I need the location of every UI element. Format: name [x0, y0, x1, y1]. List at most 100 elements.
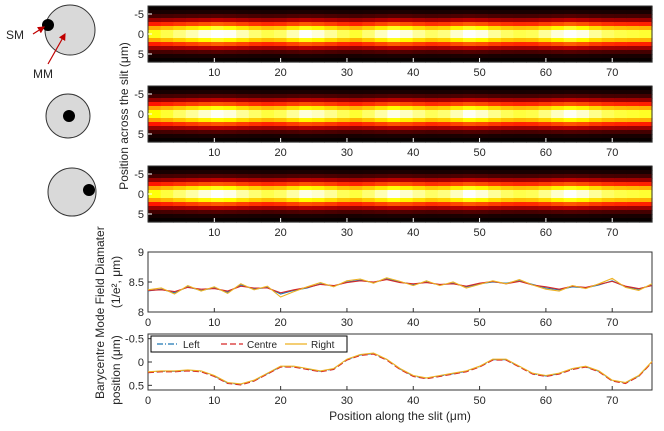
- heatmap-cell: [563, 10, 577, 15]
- heatmap-cell: [437, 174, 451, 179]
- heatmap-cell: [488, 86, 502, 91]
- heatmap-cell: [261, 170, 275, 175]
- heatmap-cell: [198, 90, 212, 95]
- heatmap-cell: [274, 126, 288, 131]
- x-tick-label: 50: [473, 67, 485, 79]
- series-line-centre: [147, 353, 653, 386]
- heatmap-cell: [337, 198, 351, 203]
- heatmap-cell: [349, 182, 363, 187]
- heatmap-cell: [211, 14, 225, 19]
- heatmap-cell: [601, 10, 615, 15]
- heatmap-cell: [576, 50, 590, 55]
- heatmap-cell: [463, 58, 477, 63]
- heatmap-cell: [626, 106, 640, 111]
- heatmap-cell: [173, 98, 187, 103]
- heatmap-cell: [324, 42, 338, 47]
- heatmap-cell: [198, 186, 212, 191]
- heatmap-cell: [589, 114, 603, 119]
- heatmap-cell: [475, 14, 489, 19]
- heatmap-cell: [576, 86, 590, 91]
- heatmap-cell: [160, 186, 174, 191]
- heatmap-cell: [349, 106, 363, 111]
- heatmap-cell: [400, 166, 414, 171]
- heatmap-cell: [412, 18, 426, 23]
- heatmap-cell: [198, 198, 212, 203]
- heatmap-cell: [437, 182, 451, 187]
- heatmap-cell: [274, 166, 288, 171]
- heatmap-cell: [626, 126, 640, 131]
- heatmap-cell: [261, 14, 275, 19]
- heatmap-cell: [551, 58, 565, 63]
- heatmap-cell: [626, 194, 640, 199]
- heatmap-cell: [299, 210, 313, 215]
- heatmap-cell: [450, 170, 464, 175]
- heatmap-cell: [614, 126, 628, 131]
- heatmap-cell: [437, 170, 451, 175]
- heatmap-cell: [299, 6, 313, 11]
- heatmap-cell: [475, 194, 489, 199]
- heatmap-cell: [337, 114, 351, 119]
- heatmap-cell: [513, 178, 527, 183]
- heatmap-cell: [299, 178, 313, 183]
- heatmap-cell: [362, 202, 376, 207]
- heatmap-cell: [261, 202, 275, 207]
- heatmap-cell: [374, 110, 388, 115]
- heatmap-cell: [236, 170, 250, 175]
- heatmap-cell: [526, 202, 540, 207]
- x-tick-label: 60: [540, 67, 552, 79]
- heatmap-cell: [223, 58, 237, 63]
- heatmap-cell: [601, 166, 615, 171]
- heatmap-cell: [223, 90, 237, 95]
- heatmap-cell: [349, 114, 363, 119]
- heatmap-cell: [299, 94, 313, 99]
- heatmap-cell: [450, 22, 464, 27]
- heatmap-cell: [337, 166, 351, 171]
- heatmap-cell: [601, 34, 615, 39]
- heatmap-cell: [148, 98, 162, 103]
- heatmap-cell: [324, 206, 338, 211]
- heatmap-cell: [563, 206, 577, 211]
- heatmap-cell: [274, 42, 288, 47]
- heatmap-cell: [311, 54, 325, 59]
- heatmap-cell: [614, 26, 628, 31]
- heatmap-cell: [563, 86, 577, 91]
- heatmap-cell: [387, 198, 401, 203]
- heatmap-cell: [349, 194, 363, 199]
- heatmap-cell: [513, 98, 527, 103]
- heatmap-cell: [173, 130, 187, 135]
- heatmap-cell: [526, 182, 540, 187]
- heatmap-cell: [450, 218, 464, 223]
- heatmap-cell: [324, 10, 338, 15]
- heatmap-cell: [274, 26, 288, 31]
- heatmap-cell: [425, 134, 439, 139]
- heatmap-cell: [148, 90, 162, 95]
- heatmap-cell: [475, 10, 489, 15]
- heatmap-cell: [450, 198, 464, 203]
- x-tick-label: 50: [473, 227, 485, 239]
- heatmap-cell: [614, 42, 628, 47]
- heatmap-cell: [551, 174, 565, 179]
- heatmap-cell: [211, 122, 225, 127]
- heatmap-cell: [563, 34, 577, 39]
- heatmap-cell: [463, 122, 477, 127]
- heatmap-cell: [211, 42, 225, 47]
- heatmap-cell: [601, 38, 615, 43]
- heatmap-cell: [374, 174, 388, 179]
- heatmap-cell: [513, 130, 527, 135]
- heatmap-cell: [488, 42, 502, 47]
- heatmap-cell: [299, 134, 313, 139]
- heatmap-cell: [500, 54, 514, 59]
- heatmap-cell: [173, 118, 187, 123]
- heatmap-cell: [463, 218, 477, 223]
- heatmap-cell: [576, 22, 590, 27]
- heatmap-cell: [437, 46, 451, 51]
- heatmap-cell: [551, 210, 565, 215]
- heatmap-cell: [261, 10, 275, 15]
- x-tick-label: 20: [275, 227, 287, 239]
- heatmap-cell: [349, 26, 363, 31]
- x-tick-label: 70: [606, 147, 618, 159]
- heatmap-cell: [513, 118, 527, 123]
- heatmap-cell: [576, 118, 590, 123]
- heatmap-cell: [349, 22, 363, 27]
- heatmap-cell: [211, 18, 225, 23]
